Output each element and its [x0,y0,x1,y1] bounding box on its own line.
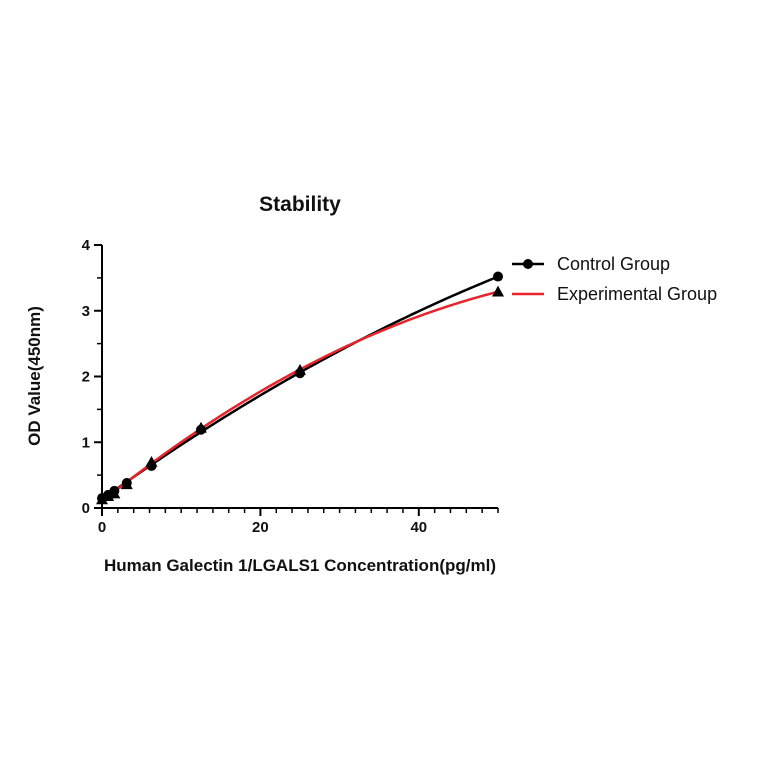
legend-marker-control [523,259,533,269]
y-axis-ticks: 0 1 2 3 4 [82,237,102,517]
legend-item-experimental: Experimental Group [512,284,717,304]
y-tick-label: 4 [82,237,91,254]
data-point-control [196,424,206,435]
data-point-control [146,460,157,471]
y-axis-label: OD Value(450nm) [25,306,44,446]
x-tick-label: 40 [410,519,427,536]
legend: Control Group Experimental Group [512,254,717,304]
fit-curve-experimental [101,290,499,503]
data-point-experimental [492,285,504,297]
y-tick-label: 3 [82,303,90,320]
legend-item-control: Control Group [512,254,670,274]
y-tick-label: 2 [82,369,90,386]
x-axis-label: Human Galectin 1/LGALS1 Concentration(pg… [104,556,496,575]
data-point-control [109,485,120,496]
plot-area: 0 1 2 3 4 0 20 40 [82,237,504,536]
chart-title: Stability [259,193,341,216]
fit-curves [101,275,499,503]
data-point-control [121,478,132,489]
x-tick-label: 20 [252,519,269,536]
data-points [96,271,504,505]
data-point-control [295,368,305,379]
y-tick-label: 0 [82,500,90,517]
data-point-control [493,271,503,282]
y-tick-label: 1 [82,434,90,451]
legend-label-experimental: Experimental Group [557,284,717,304]
x-tick-label: 0 [98,519,106,536]
legend-label-control: Control Group [557,254,670,274]
x-axis-ticks: 0 20 40 [98,508,499,536]
